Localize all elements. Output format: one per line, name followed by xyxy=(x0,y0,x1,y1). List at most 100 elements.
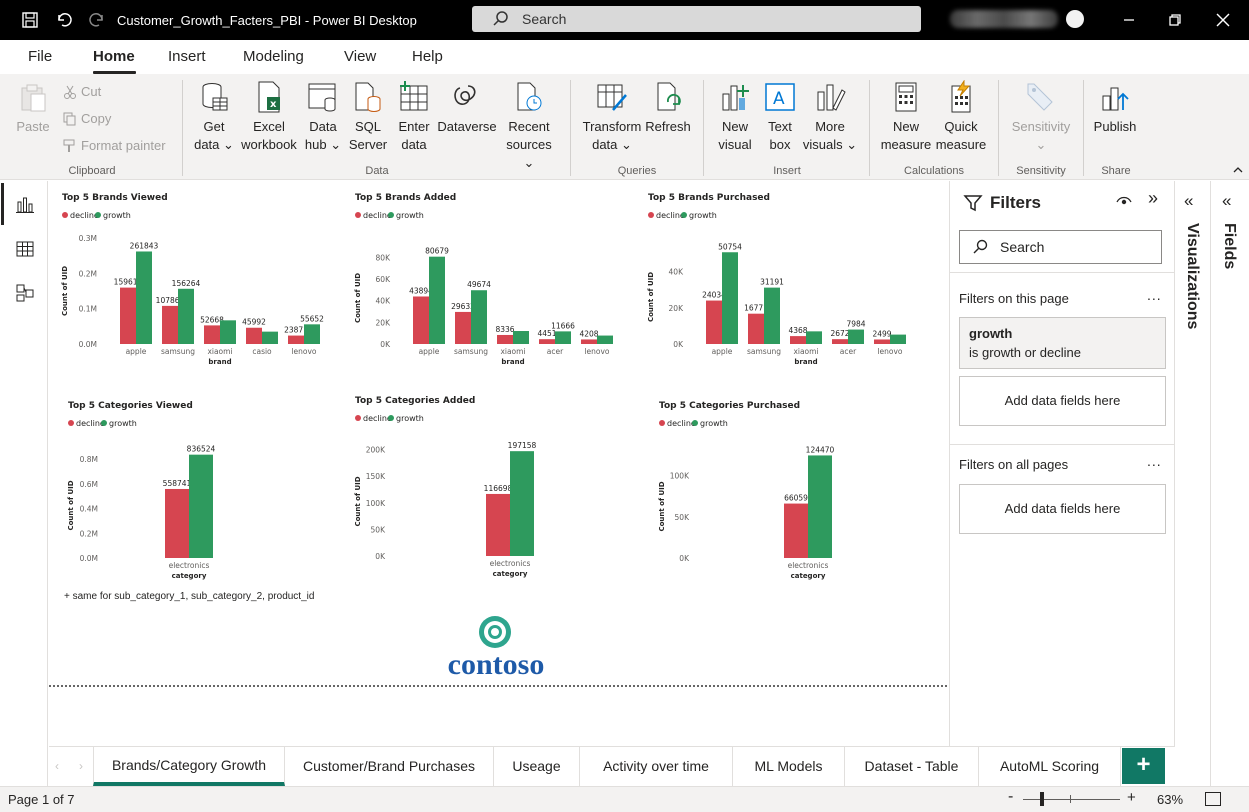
tab-customer-brand-purchases[interactable]: Customer/Brand Purchases xyxy=(285,747,494,786)
format-painter-icon xyxy=(63,139,75,152)
filter-search-input[interactable]: Search xyxy=(959,230,1162,264)
search-label: Search xyxy=(522,11,567,27)
dataverse-button[interactable]: Dataverse xyxy=(436,80,498,136)
format-painter-button[interactable]: Format painter xyxy=(63,138,166,153)
ribbon-separator xyxy=(703,80,704,176)
add-page-button[interactable]: + xyxy=(1122,748,1165,784)
menu-help[interactable]: Help xyxy=(412,48,443,65)
menu-view[interactable]: View xyxy=(344,48,377,65)
tab-ml-models[interactable]: ML Models xyxy=(733,747,845,786)
data-label: 7984 xyxy=(846,320,865,329)
search-box[interactable]: Search xyxy=(472,6,921,32)
text-box-button[interactable]: A Text box xyxy=(762,80,798,154)
legend-marker-growth xyxy=(388,212,394,218)
collapse-filters-icon[interactable]: » xyxy=(1148,188,1159,208)
chart-title: Top 5 Brands Added xyxy=(355,193,456,203)
zoom-level: 63% xyxy=(1157,792,1184,807)
bar-decline-lenovo xyxy=(288,335,304,344)
tab-automl-scoring[interactable]: AutoML Scoring xyxy=(979,747,1121,786)
chart-top-categories-added[interactable]: Top 5 Categories Added decline growth 0K 50K… xyxy=(353,393,593,588)
menu-insert[interactable]: Insert xyxy=(168,48,206,65)
close-icon[interactable] xyxy=(1212,9,1234,31)
avatar[interactable] xyxy=(1066,10,1084,28)
recent-sources-button[interactable]: Recent sources ⌄ xyxy=(499,80,559,172)
paste-button[interactable]: Paste xyxy=(15,80,51,136)
data-label: 2672 xyxy=(830,329,849,338)
quick-measure-label-2: measure xyxy=(935,137,987,152)
eye-icon[interactable] xyxy=(1116,193,1132,209)
visualizations-pane[interactable]: « Visualizations xyxy=(1175,181,1211,786)
cut-button[interactable]: Cut xyxy=(63,84,101,99)
sensitivity-icon xyxy=(1027,83,1053,111)
quick-measure-button[interactable]: Quick measure xyxy=(935,80,987,154)
fields-pane[interactable]: « Fields xyxy=(1212,181,1249,786)
x-tick-label: casio xyxy=(252,347,272,356)
divider xyxy=(950,444,1174,445)
sql-server-button[interactable]: SQL Server xyxy=(348,80,388,154)
undo-icon[interactable] xyxy=(54,10,74,30)
expand-fields-icon[interactable]: « xyxy=(1222,191,1232,210)
more-visuals-button[interactable]: More visuals ⌄ xyxy=(802,80,858,154)
fit-to-page-icon[interactable] xyxy=(1205,792,1221,806)
collapse-ribbon-icon[interactable] xyxy=(1233,166,1243,174)
report-view-icon[interactable] xyxy=(15,194,35,214)
add-all-pages-filter-dropzone[interactable]: Add data fields here xyxy=(959,484,1166,534)
enter-data-label-1: Enter xyxy=(398,119,430,134)
new-measure-button[interactable]: New measure xyxy=(880,80,932,154)
zoom-out-button[interactable]: - xyxy=(1008,788,1014,805)
sensitivity-button[interactable]: Sensitivity ⌄ xyxy=(1007,80,1075,154)
divider xyxy=(950,272,1174,273)
publish-button[interactable]: Publish xyxy=(1090,80,1140,136)
bar-growth-apple xyxy=(429,256,445,344)
tab-scroll-left-icon[interactable]: ‹ xyxy=(55,759,59,773)
zoom-in-button[interactable]: + xyxy=(1127,789,1136,806)
excel-workbook-button[interactable]: x Excel workbook xyxy=(238,80,300,154)
enter-data-button[interactable]: Enter data xyxy=(395,80,433,154)
contoso-logo: contoso xyxy=(448,616,544,681)
chart-title: Top 5 Categories Viewed xyxy=(68,401,193,411)
legend-label-decline: decline xyxy=(363,414,392,423)
tab-activity-over-time[interactable]: Activity over time xyxy=(580,747,733,786)
more-options-icon[interactable]: ... xyxy=(1147,453,1162,469)
text-box-label-2: box xyxy=(769,137,791,152)
minimize-icon[interactable] xyxy=(1118,9,1140,31)
filter-card-growth[interactable]: growth is growth or decline xyxy=(959,317,1166,369)
chart-top-brands-added[interactable]: Top 5 Brands Added decline growth 0K 20K 40K 6… xyxy=(353,190,633,380)
table-view-icon[interactable] xyxy=(15,239,35,259)
legend-marker-growth xyxy=(101,420,107,426)
bar-growth-xiaomi xyxy=(513,331,529,344)
account-name[interactable] xyxy=(950,10,1058,28)
zoom-slider[interactable] xyxy=(1023,799,1120,800)
restore-icon[interactable] xyxy=(1164,9,1186,31)
menu-home[interactable]: Home xyxy=(93,48,135,65)
model-view-icon[interactable] xyxy=(15,283,35,303)
chart-top-categories-viewed[interactable]: Top 5 Categories Viewed decline growth 0.0M… xyxy=(66,398,246,588)
menu-bar: File Home Insert Modeling View Help xyxy=(0,40,1249,74)
refresh-button[interactable]: Refresh xyxy=(644,80,692,136)
chart-top-categories-purchased[interactable]: Top 5 Categories Purchased decline growth 0… xyxy=(657,398,837,588)
get-data-button[interactable]: Get data ⌄ xyxy=(193,80,235,154)
expand-visualizations-icon[interactable]: « xyxy=(1184,191,1194,210)
more-options-icon[interactable]: ... xyxy=(1147,287,1162,303)
tab-scroll-right-icon[interactable]: › xyxy=(79,759,83,773)
redo-icon[interactable] xyxy=(87,10,107,30)
tab-useage[interactable]: Useage xyxy=(494,747,580,786)
menu-modeling[interactable]: Modeling xyxy=(243,48,304,65)
data-hub-button[interactable]: Data hub ⌄ xyxy=(302,80,344,154)
legend-label-decline: decline xyxy=(76,419,105,428)
active-view-indicator xyxy=(1,183,4,225)
y-tick-label: 20K xyxy=(669,304,685,313)
transform-data-button[interactable]: Transform data ⌄ xyxy=(581,80,643,154)
tab-brands-category-growth[interactable]: Brands/Category Growth xyxy=(93,747,285,786)
chart-top-brands-purchased[interactable]: Top 5 Brands Purchased decline growth 0K 20K… xyxy=(646,190,926,380)
x-tick-label: electronics xyxy=(169,561,210,570)
copy-button[interactable]: Copy xyxy=(63,111,111,126)
tab-dataset-table[interactable]: Dataset - Table xyxy=(845,747,979,786)
new-visual-button[interactable]: New visual xyxy=(714,80,756,154)
add-page-filter-dropzone[interactable]: Add data fields here xyxy=(959,376,1166,426)
sensitivity-label: Sensitivity xyxy=(1011,119,1071,134)
chart-top-brands-viewed[interactable]: Top 5 Brands Viewed decline growth 0.0M 0.1M… xyxy=(60,190,340,380)
save-icon[interactable] xyxy=(20,10,40,30)
menu-file[interactable]: File xyxy=(28,48,53,65)
zoom-slider-thumb[interactable] xyxy=(1040,792,1044,806)
